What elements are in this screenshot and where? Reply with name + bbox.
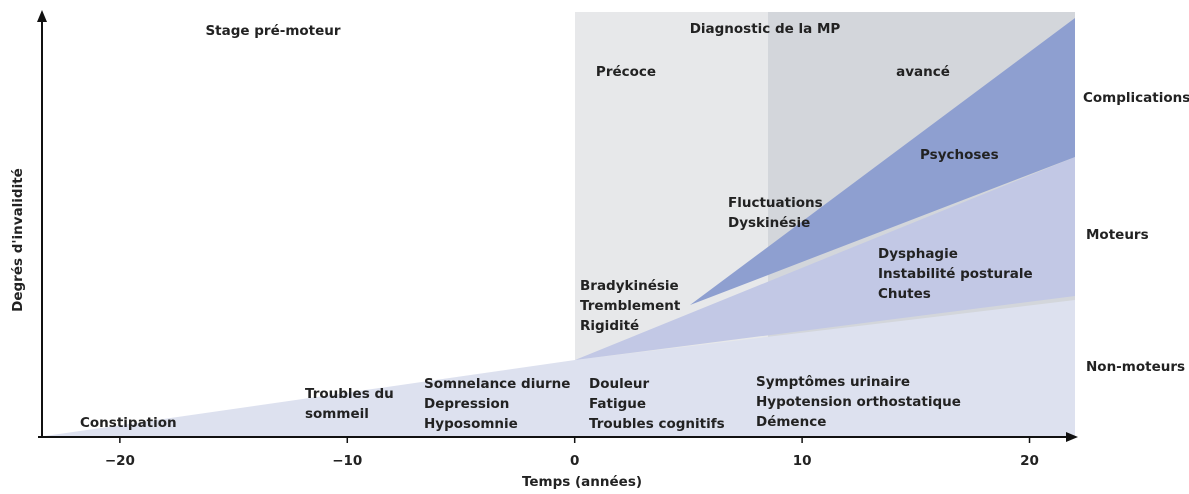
phase-label: Diagnostic de la MP bbox=[690, 21, 841, 37]
x-arrow bbox=[1066, 432, 1078, 442]
symptom-label: Constipation bbox=[80, 415, 177, 431]
symptom-label: Bradykinésie bbox=[580, 278, 679, 294]
symptom-label: Somnelance diurne bbox=[424, 376, 570, 392]
y-label: Degrés d'invalidité bbox=[10, 168, 26, 312]
phase-label: avancé bbox=[896, 64, 950, 80]
symptom-label: Instabilité posturale bbox=[878, 266, 1033, 282]
symptom-label: Dysphagie bbox=[878, 246, 958, 262]
symptom-label: Symptômes urinaire bbox=[756, 374, 910, 390]
complication-area bbox=[690, 18, 1075, 305]
y-arrow bbox=[37, 10, 47, 22]
symptom-label: Fatigue bbox=[589, 396, 646, 412]
category-label: Moteurs bbox=[1086, 227, 1149, 243]
x-ticks: −20 −10 0 10 20 bbox=[105, 437, 1039, 469]
x-tick-label: 10 bbox=[793, 453, 812, 469]
symptom-label: Fluctuations bbox=[728, 195, 823, 211]
symptom-label: Rigidité bbox=[580, 318, 639, 334]
phase-label: Précoce bbox=[596, 64, 656, 80]
nonmotor-area bbox=[45, 300, 1075, 437]
symptom-label: Troubles du bbox=[305, 386, 394, 402]
symptom-label: Hypotension orthostatique bbox=[756, 394, 961, 410]
symptom-label: Douleur bbox=[589, 376, 649, 392]
motor-area bbox=[575, 157, 1075, 360]
x-label: Temps (années) bbox=[522, 474, 642, 490]
symptom-label: Dyskinésie bbox=[728, 215, 810, 231]
symptom-label: Démence bbox=[756, 414, 826, 430]
symptom-label: Psychoses bbox=[920, 147, 999, 163]
symptom-label: sommeil bbox=[305, 406, 369, 422]
category-label: Non-moteurs bbox=[1086, 359, 1185, 375]
symptom-label: Hyposomnie bbox=[424, 416, 518, 432]
symptom-label: Chutes bbox=[878, 286, 931, 302]
symptoms: Constipation Troubles du sommeil Somnelance… bbox=[80, 147, 1033, 432]
symptom-label: Tremblement bbox=[580, 298, 681, 314]
x-tick-label: 20 bbox=[1020, 453, 1039, 469]
symptom-label: Troubles cognitifs bbox=[589, 416, 725, 432]
x-tick-label: 0 bbox=[570, 453, 579, 469]
phase-label: Stage pré-moteur bbox=[205, 23, 340, 39]
x-tick-label: −20 bbox=[105, 453, 135, 469]
symptom-label: Depression bbox=[424, 396, 509, 412]
category-label: Complications bbox=[1083, 90, 1189, 106]
x-tick-label: −10 bbox=[332, 453, 362, 469]
